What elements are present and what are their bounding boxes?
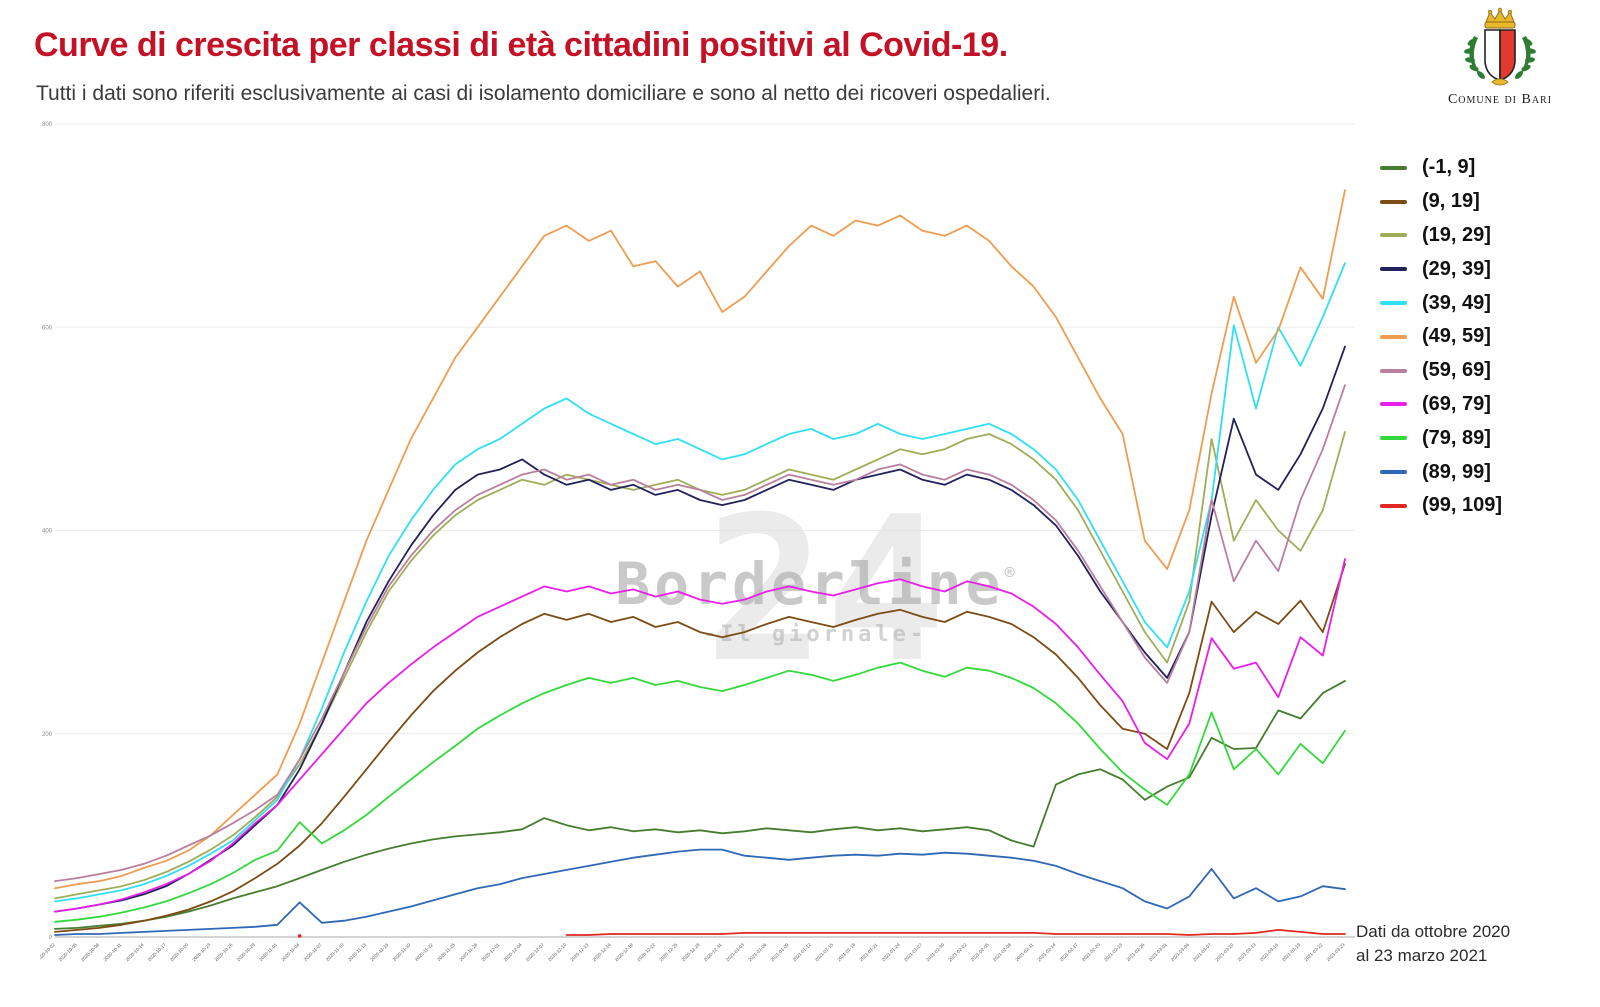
data-range-line1: Dati da ottobre 2020 xyxy=(1356,922,1511,941)
comune-di-bari-logo: Comune di Bari xyxy=(1425,6,1575,108)
data-range-line2: al 23 marzo 2021 xyxy=(1356,945,1488,965)
data-range-note: Dati da ottobre 2020 al 23 marzo 2021 xyxy=(1356,920,1510,968)
logo-caption: Comune di Bari xyxy=(1447,92,1553,107)
legend-item: (69, 79] xyxy=(1380,388,1502,422)
legend-item: (99, 109] xyxy=(1380,489,1502,523)
y-tick-label: 0 xyxy=(49,935,53,941)
legend-label: (59, 69] xyxy=(1422,359,1491,382)
chart-legend: (-1, 9] (9, 19] (19, 29] (29, 39] (39, 49] (4… xyxy=(1380,151,1502,523)
legend-label: (9, 19] xyxy=(1422,190,1480,213)
legend-swatch xyxy=(1380,402,1407,407)
legend-label: (79, 89] xyxy=(1422,426,1491,449)
comune-di-bari-crest-icon xyxy=(1464,7,1536,86)
y-tick-label: 400 xyxy=(42,529,53,535)
legend-swatch xyxy=(1380,165,1407,170)
legend-item: (39, 49] xyxy=(1380,286,1502,320)
legend-swatch xyxy=(1380,470,1407,475)
legend-label: (39, 49] xyxy=(1422,291,1491,314)
legend-swatch xyxy=(1380,301,1407,306)
series-line-(49, 59] xyxy=(54,189,1346,890)
series-line-(-1, 9] xyxy=(54,680,1346,930)
page-title: Curve di crescita per classi di età citt… xyxy=(34,26,1008,64)
legend-swatch xyxy=(1380,233,1407,238)
legend-label: (49, 59] xyxy=(1422,325,1491,348)
legend-label: (19, 29] xyxy=(1422,223,1491,246)
legend-item: (89, 99] xyxy=(1380,455,1502,489)
legend-item: (59, 69] xyxy=(1380,354,1502,388)
y-tick-label: 800 xyxy=(42,122,53,128)
legend-swatch xyxy=(1380,503,1407,508)
legend-swatch xyxy=(1380,436,1407,441)
y-tick-label: 200 xyxy=(42,732,53,738)
series-line-(69, 79] xyxy=(54,558,1346,913)
series-line-(79, 89] xyxy=(54,661,1346,923)
legend-label: (69, 79] xyxy=(1422,392,1491,415)
chart-area: 0 200 400 600 800 2020-10-02 2020-10-05 2020-10… xyxy=(40,112,1360,972)
chart-lines xyxy=(54,189,1346,938)
legend-item: (49, 59] xyxy=(1380,320,1502,354)
y-tick-label: 600 xyxy=(42,325,53,331)
legend-item: (19, 29] xyxy=(1380,219,1502,253)
legend-swatch xyxy=(1380,267,1407,272)
legend-item: (29, 39] xyxy=(1380,252,1502,286)
legend-label: (89, 99] xyxy=(1422,460,1491,483)
series-line-(39, 49] xyxy=(54,262,1346,903)
legend-swatch xyxy=(1380,334,1407,339)
page-subtitle: Tutti i dati sono riferiti esclusivament… xyxy=(36,82,1051,105)
series-line-(9, 19] xyxy=(54,563,1346,933)
series-line-(99, 109] xyxy=(565,929,1346,936)
legend-item: (9, 19] xyxy=(1380,185,1502,219)
legend-item: (-1, 9] xyxy=(1380,151,1502,185)
series-point-(99, 109] xyxy=(297,934,302,938)
legend-swatch xyxy=(1380,199,1407,204)
legend-swatch xyxy=(1380,368,1407,373)
legend-label: (-1, 9] xyxy=(1422,156,1476,179)
legend-item: (79, 89] xyxy=(1380,421,1502,455)
series-line-(59, 69] xyxy=(54,384,1346,882)
legend-label: (99, 109] xyxy=(1422,494,1503,517)
series-line-(89, 99] xyxy=(54,848,1346,936)
legend-label: (29, 39] xyxy=(1422,257,1491,280)
